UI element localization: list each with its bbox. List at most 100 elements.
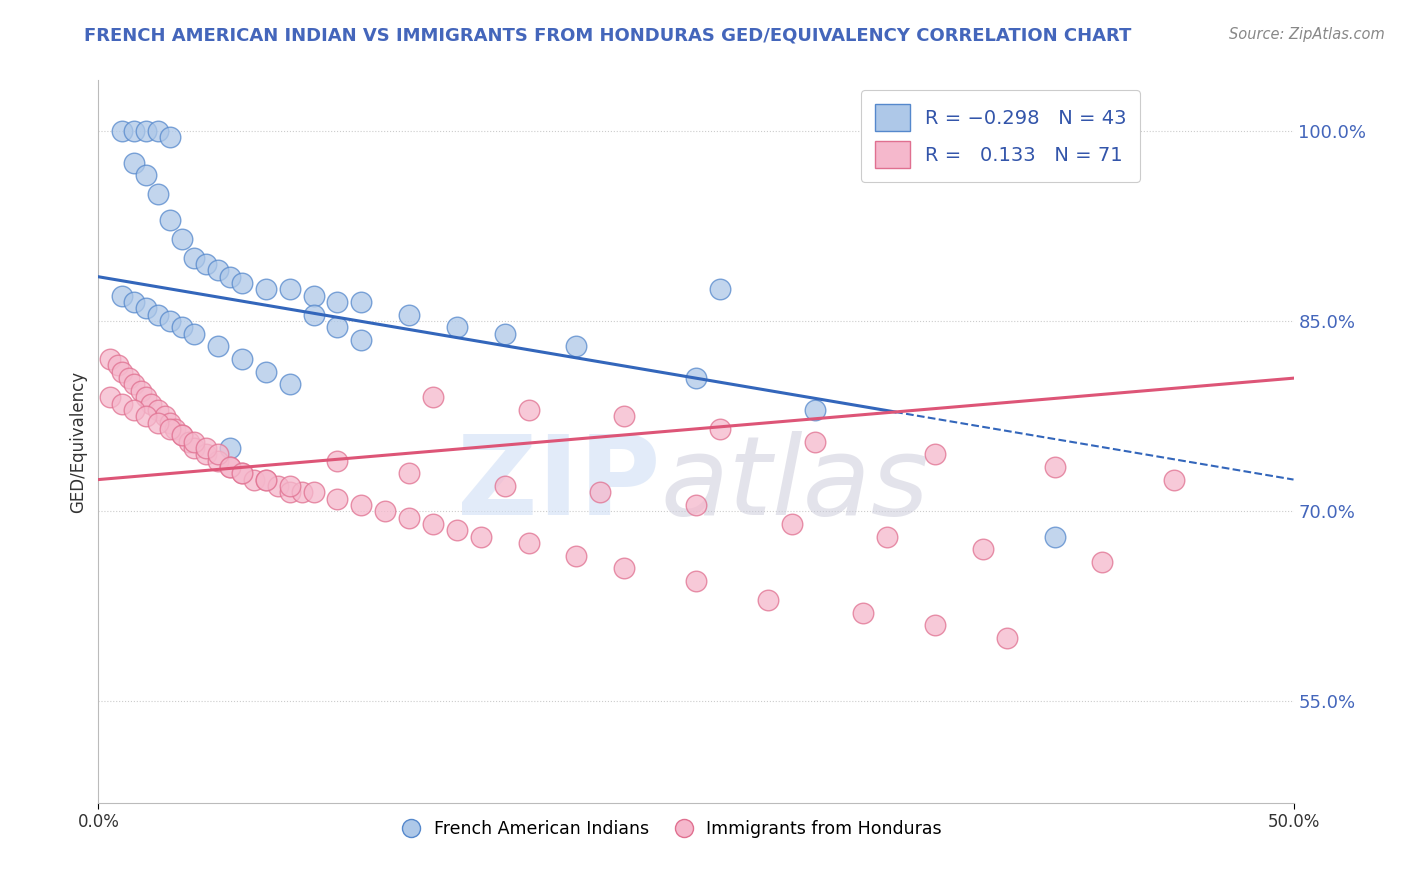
Legend: French American Indians, Immigrants from Honduras: French American Indians, Immigrants from… xyxy=(395,813,949,845)
Point xyxy=(852,606,875,620)
Point xyxy=(179,434,201,449)
Point xyxy=(159,416,181,430)
Point xyxy=(159,130,181,145)
Point xyxy=(685,498,707,512)
Point xyxy=(207,453,229,467)
Point xyxy=(183,326,205,341)
Point xyxy=(195,447,218,461)
Point xyxy=(972,542,994,557)
Point xyxy=(124,124,146,138)
Point xyxy=(148,416,170,430)
Point xyxy=(291,485,314,500)
Point xyxy=(183,441,205,455)
Point xyxy=(350,333,373,347)
Point xyxy=(326,295,349,310)
Point xyxy=(302,485,325,500)
Point xyxy=(398,467,420,481)
Point xyxy=(124,402,146,417)
Point xyxy=(148,187,170,202)
Point xyxy=(326,320,349,334)
Point xyxy=(613,409,636,424)
Point xyxy=(804,402,827,417)
Point xyxy=(756,593,779,607)
Point xyxy=(446,523,468,537)
Point xyxy=(350,295,373,310)
Point xyxy=(124,155,146,169)
Point xyxy=(804,434,827,449)
Point xyxy=(709,282,731,296)
Point xyxy=(565,339,588,353)
Point xyxy=(98,390,122,404)
Point xyxy=(517,402,540,417)
Point xyxy=(159,314,181,328)
Point xyxy=(183,434,205,449)
Point xyxy=(159,422,181,436)
Point xyxy=(374,504,396,518)
Point xyxy=(135,301,157,316)
Point xyxy=(111,124,134,138)
Point xyxy=(278,479,301,493)
Point xyxy=(172,232,194,246)
Point xyxy=(124,295,146,310)
Point xyxy=(231,467,253,481)
Point xyxy=(254,473,277,487)
Point xyxy=(398,308,420,322)
Point xyxy=(219,269,242,284)
Point xyxy=(446,320,468,334)
Point xyxy=(876,530,898,544)
Point xyxy=(207,263,229,277)
Point xyxy=(111,396,134,410)
Point xyxy=(243,473,266,487)
Point xyxy=(107,359,129,373)
Point xyxy=(685,371,707,385)
Point xyxy=(995,631,1018,645)
Point xyxy=(267,479,290,493)
Text: atlas: atlas xyxy=(661,432,929,539)
Y-axis label: GED/Equivalency: GED/Equivalency xyxy=(69,370,87,513)
Point xyxy=(589,485,612,500)
Point xyxy=(172,428,194,442)
Point xyxy=(135,390,157,404)
Point xyxy=(422,516,444,531)
Point xyxy=(924,618,946,632)
Point xyxy=(172,320,194,334)
Point xyxy=(207,447,229,461)
Point xyxy=(326,491,349,506)
Point xyxy=(183,251,205,265)
Text: Source: ZipAtlas.com: Source: ZipAtlas.com xyxy=(1229,27,1385,42)
Point xyxy=(139,396,162,410)
Point xyxy=(278,282,301,296)
Point xyxy=(302,308,325,322)
Point xyxy=(131,384,153,398)
Point xyxy=(494,479,516,493)
Point xyxy=(1043,530,1066,544)
Point xyxy=(398,510,420,524)
Point xyxy=(163,422,186,436)
Point xyxy=(685,574,707,588)
Point xyxy=(135,169,157,183)
Point xyxy=(124,377,146,392)
Point xyxy=(924,447,946,461)
Text: ZIP: ZIP xyxy=(457,432,661,539)
Point xyxy=(148,124,170,138)
Point xyxy=(231,467,253,481)
Point xyxy=(148,308,170,322)
Point xyxy=(195,257,218,271)
Point xyxy=(219,441,242,455)
Point xyxy=(219,459,242,474)
Point xyxy=(231,276,253,290)
Point xyxy=(565,549,588,563)
Point xyxy=(1043,459,1066,474)
Point xyxy=(219,459,242,474)
Point xyxy=(172,428,194,442)
Point xyxy=(207,339,229,353)
Point xyxy=(350,498,373,512)
Point xyxy=(1091,555,1114,569)
Point xyxy=(254,365,277,379)
Point xyxy=(111,289,134,303)
Text: FRENCH AMERICAN INDIAN VS IMMIGRANTS FROM HONDURAS GED/EQUIVALENCY CORRELATION C: FRENCH AMERICAN INDIAN VS IMMIGRANTS FRO… xyxy=(84,27,1132,45)
Point xyxy=(98,352,122,367)
Point xyxy=(326,453,349,467)
Point xyxy=(155,409,177,424)
Point xyxy=(709,422,731,436)
